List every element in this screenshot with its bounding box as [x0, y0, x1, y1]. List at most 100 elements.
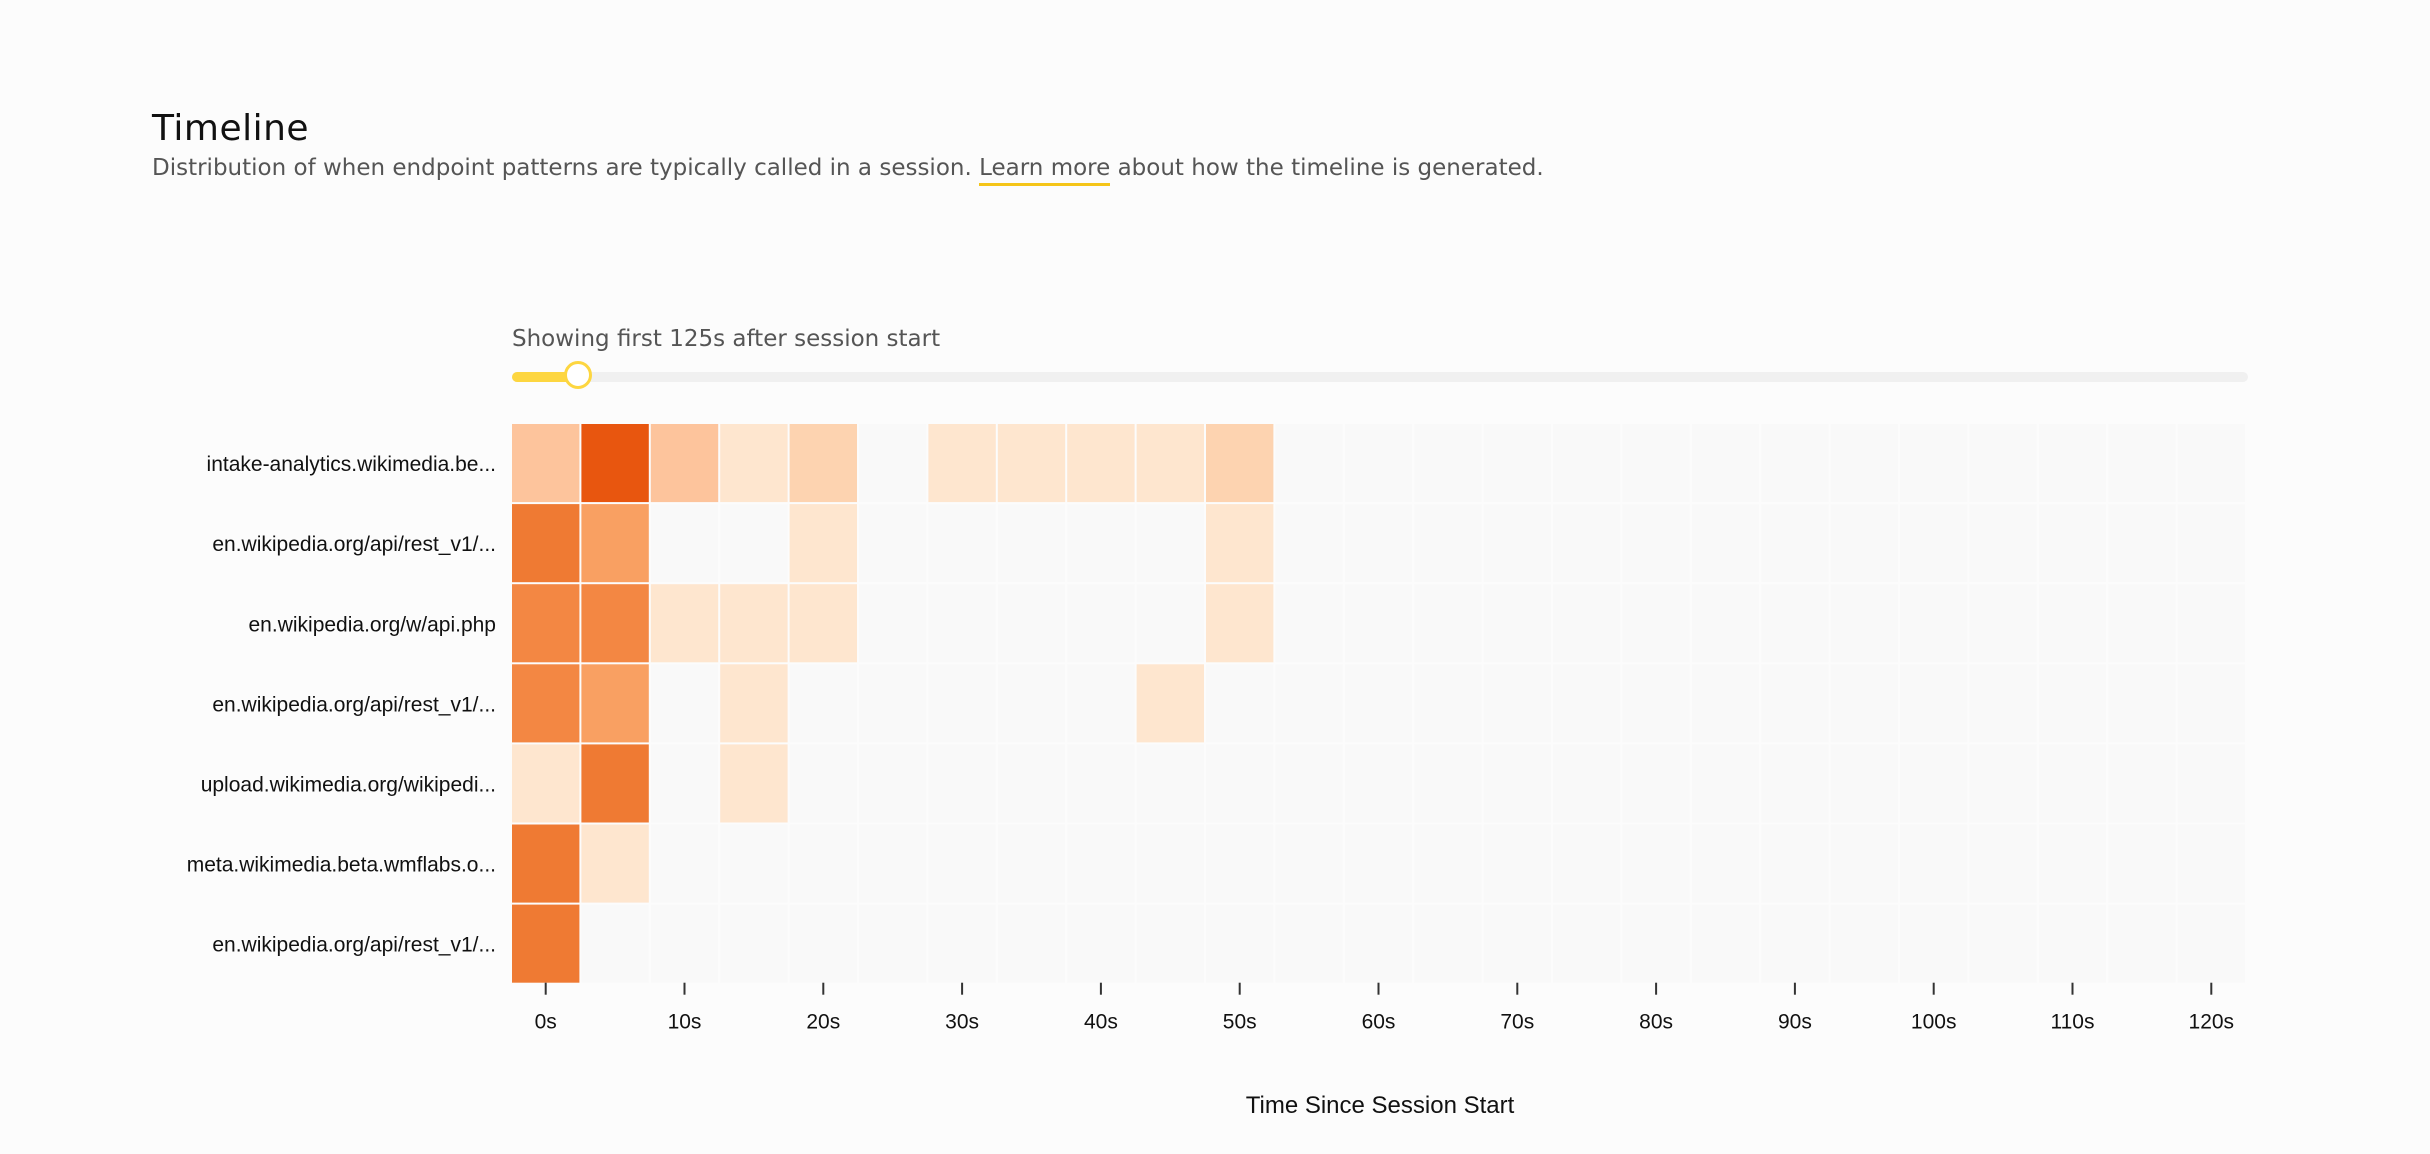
heatmap-cell-r1-c10[interactable] [1206, 504, 1274, 583]
heatmap-cell-r4-c16[interactable] [1622, 744, 1690, 823]
heatmap-cell-r0-c20[interactable] [1900, 424, 1968, 503]
heatmap-cell-r4-c8[interactable] [1067, 744, 1135, 823]
heatmap-cell-r6-c10[interactable] [1206, 904, 1274, 983]
heatmap-cell-r1-c17[interactable] [1691, 504, 1760, 583]
heatmap-cell-r6-c1[interactable] [581, 904, 649, 983]
heatmap-cell-r6-c22[interactable] [2038, 904, 2107, 983]
heatmap-cell-r5-c17[interactable] [1691, 824, 1760, 903]
heatmap-cell-r1-c8[interactable] [1067, 504, 1135, 583]
heatmap-cell-r4-c11[interactable] [1275, 744, 1343, 823]
heatmap-cell-r1-c20[interactable] [1900, 504, 1968, 583]
heatmap-cell-r6-c0[interactable] [512, 904, 580, 983]
heatmap-cell-r1-c21[interactable] [1969, 504, 2037, 583]
heatmap-cell-r6-c14[interactable] [1483, 904, 1551, 983]
heatmap-cell-r0-c0[interactable] [512, 424, 580, 503]
heatmap-cell-r2-c12[interactable] [1344, 584, 1413, 663]
heatmap-cell-r0-c1[interactable] [581, 424, 649, 503]
heatmap-cell-r0-c12[interactable] [1344, 424, 1413, 503]
heatmap-cell-r2-c13[interactable] [1414, 584, 1482, 663]
heatmap-cell-r4-c22[interactable] [2038, 744, 2107, 823]
heatmap-cell-r3-c21[interactable] [1969, 664, 2037, 743]
heatmap-cell-r0-c10[interactable] [1206, 424, 1274, 503]
heatmap-cell-r6-c15[interactable] [1553, 904, 1621, 983]
heatmap-cell-r5-c18[interactable] [1761, 824, 1829, 903]
heatmap-cell-r5-c7[interactable] [997, 824, 1066, 903]
heatmap-cell-r5-c5[interactable] [859, 824, 927, 903]
heatmap-cell-r3-c18[interactable] [1761, 664, 1829, 743]
heatmap-cell-r6-c12[interactable] [1344, 904, 1413, 983]
heatmap-cell-r2-c20[interactable] [1900, 584, 1968, 663]
heatmap-cell-r2-c24[interactable] [2177, 584, 2245, 663]
heatmap-cell-r5-c24[interactable] [2177, 824, 2245, 903]
heatmap-cell-r6-c8[interactable] [1067, 904, 1135, 983]
heatmap-cell-r2-c18[interactable] [1761, 584, 1829, 663]
heatmap-cell-r1-c14[interactable] [1483, 504, 1551, 583]
slider-thumb[interactable] [564, 361, 593, 389]
heatmap-cell-r4-c6[interactable] [928, 744, 996, 823]
heatmap-cell-r3-c11[interactable] [1275, 664, 1343, 743]
heatmap-cell-r0-c7[interactable] [997, 424, 1066, 503]
heatmap-cell-r2-c17[interactable] [1691, 584, 1760, 663]
heatmap-cell-r0-c23[interactable] [2108, 424, 2176, 503]
heatmap-cell-r6-c17[interactable] [1691, 904, 1760, 983]
heatmap-cell-r3-c0[interactable] [512, 664, 580, 743]
heatmap-cell-r1-c7[interactable] [997, 504, 1066, 583]
heatmap-cell-r6-c5[interactable] [859, 904, 927, 983]
heatmap-cell-r0-c3[interactable] [720, 424, 788, 503]
heatmap-cell-r1-c15[interactable] [1553, 504, 1621, 583]
heatmap-cell-r6-c20[interactable] [1900, 904, 1968, 983]
heatmap-cell-r1-c23[interactable] [2108, 504, 2176, 583]
heatmap-cell-r2-c14[interactable] [1483, 584, 1551, 663]
heatmap-cell-r0-c24[interactable] [2177, 424, 2245, 503]
heatmap-cell-r5-c13[interactable] [1414, 824, 1482, 903]
heatmap-cell-r1-c16[interactable] [1622, 504, 1690, 583]
heatmap-cell-r0-c18[interactable] [1761, 424, 1829, 503]
heatmap-cell-r3-c17[interactable] [1691, 664, 1760, 743]
heatmap-cell-r0-c21[interactable] [1969, 424, 2037, 503]
heatmap-cell-r4-c9[interactable] [1136, 744, 1204, 823]
heatmap-cell-r3-c19[interactable] [1830, 664, 1898, 743]
heatmap-cell-r4-c14[interactable] [1483, 744, 1551, 823]
heatmap-cell-r2-c16[interactable] [1622, 584, 1690, 663]
heatmap-cell-r1-c6[interactable] [928, 504, 996, 583]
heatmap-cell-r5-c23[interactable] [2108, 824, 2176, 903]
heatmap-cell-r3-c14[interactable] [1483, 664, 1551, 743]
heatmap-cell-r2-c11[interactable] [1275, 584, 1343, 663]
heatmap-cell-r6-c21[interactable] [1969, 904, 2037, 983]
heatmap-cell-r4-c10[interactable] [1206, 744, 1274, 823]
heatmap-cell-r4-c7[interactable] [997, 744, 1066, 823]
heatmap-cell-r5-c10[interactable] [1206, 824, 1274, 903]
heatmap-cell-r1-c2[interactable] [650, 504, 719, 583]
heatmap-cell-r0-c5[interactable] [859, 424, 927, 503]
heatmap-cell-r1-c3[interactable] [720, 504, 788, 583]
heatmap-cell-r6-c23[interactable] [2108, 904, 2176, 983]
heatmap-cell-r0-c15[interactable] [1553, 424, 1621, 503]
heatmap-cell-r1-c19[interactable] [1830, 504, 1898, 583]
heatmap-cell-r3-c3[interactable] [720, 664, 788, 743]
heatmap-cell-r0-c11[interactable] [1275, 424, 1343, 503]
heatmap-cell-r2-c10[interactable] [1206, 584, 1274, 663]
heatmap-cell-r3-c5[interactable] [859, 664, 927, 743]
heatmap-cell-r2-c5[interactable] [859, 584, 927, 663]
heatmap-cell-r4-c1[interactable] [581, 744, 649, 823]
heatmap-cell-r1-c4[interactable] [789, 504, 857, 583]
heatmap-cell-r3-c15[interactable] [1553, 664, 1621, 743]
heatmap-cell-r1-c0[interactable] [512, 504, 580, 583]
heatmap-cell-r4-c19[interactable] [1830, 744, 1898, 823]
heatmap-cell-r0-c14[interactable] [1483, 424, 1551, 503]
heatmap-cell-r5-c20[interactable] [1900, 824, 1968, 903]
heatmap-cell-r5-c14[interactable] [1483, 824, 1551, 903]
heatmap-cell-r1-c12[interactable] [1344, 504, 1413, 583]
heatmap-cell-r2-c0[interactable] [512, 584, 580, 663]
heatmap-cell-r2-c7[interactable] [997, 584, 1066, 663]
heatmap-cell-r0-c13[interactable] [1414, 424, 1482, 503]
heatmap-cell-r4-c17[interactable] [1691, 744, 1760, 823]
heatmap-cell-r1-c11[interactable] [1275, 504, 1343, 583]
time-range-slider[interactable] [512, 361, 2248, 390]
heatmap-cell-r6-c18[interactable] [1761, 904, 1829, 983]
heatmap-cell-r3-c10[interactable] [1206, 664, 1274, 743]
heatmap-cell-r4-c24[interactable] [2177, 744, 2245, 823]
heatmap-cell-r2-c3[interactable] [720, 584, 788, 663]
heatmap-cell-r6-c24[interactable] [2177, 904, 2245, 983]
heatmap-cell-r0-c4[interactable] [789, 424, 857, 503]
